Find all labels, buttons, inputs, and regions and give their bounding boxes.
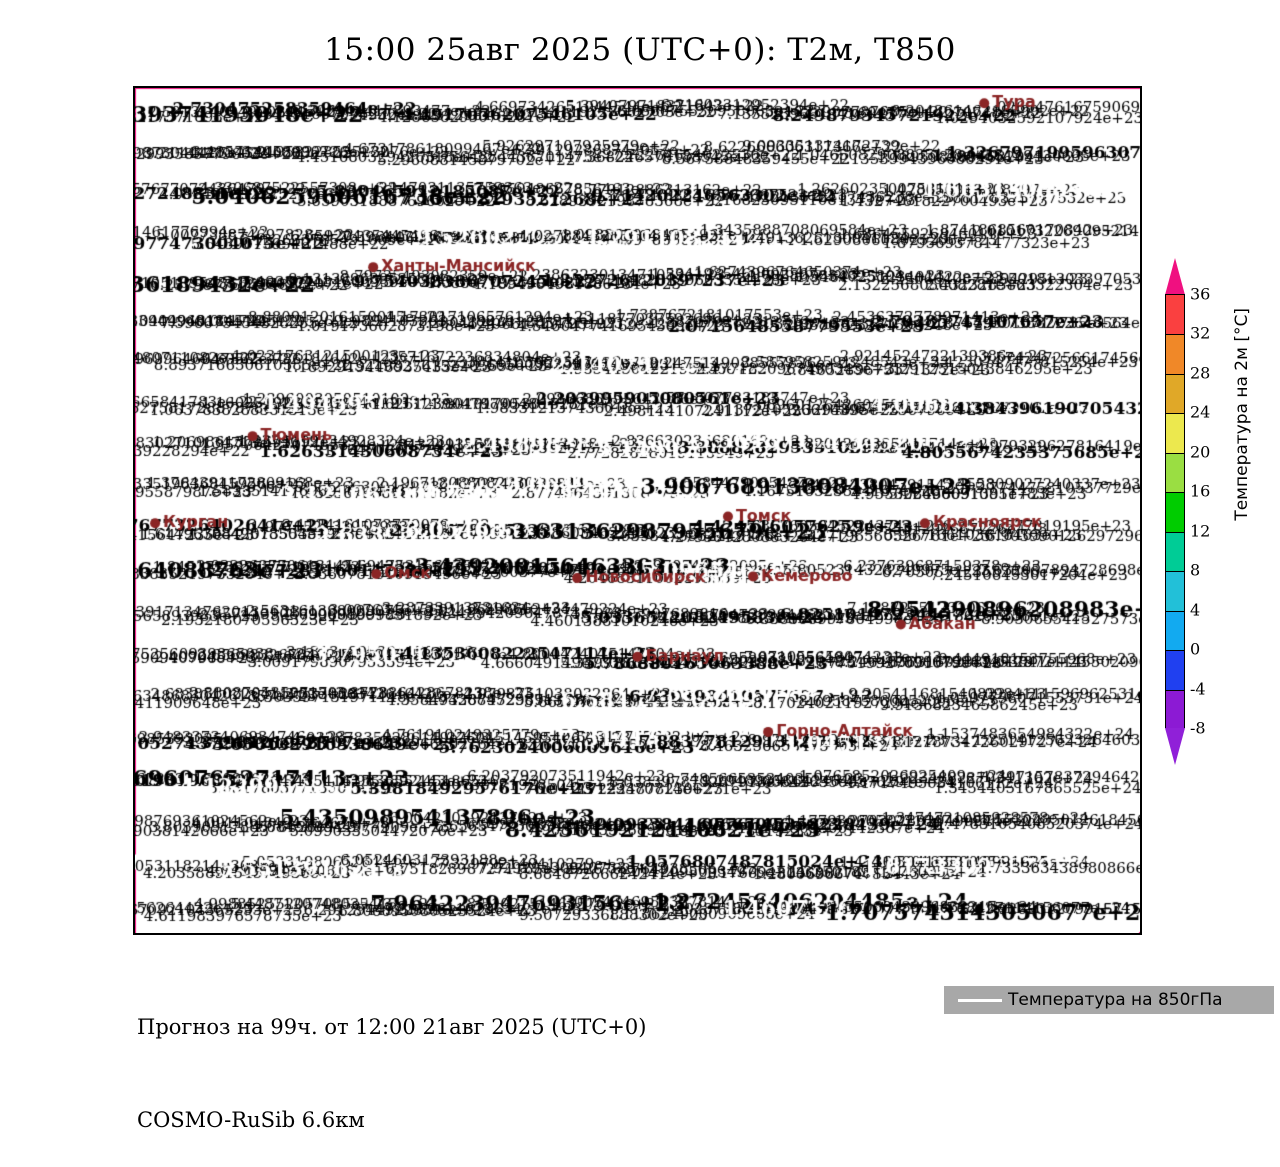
page-title: 15:00 25авг 2025 (UTC+0): T2м, T850: [324, 32, 956, 68]
forecast-footer: Прогноз на 99ч. от 12:00 21авг 2025 (UTC…: [137, 950, 646, 1167]
footer-forecast-line: Прогноз на 99ч. от 12:00 21авг 2025 (UTC…: [137, 1015, 647, 1039]
colorbar-tick-20: 20: [1190, 442, 1211, 462]
colorbar-tick--4: -4: [1190, 679, 1206, 699]
colorbar: 36 32 28 24 20 16 12 8 4 0 -4 -8 Температура на 2м …: [1160, 258, 1280, 768]
colorbar-band-4-8: [1166, 571, 1184, 612]
legend-850hpa: Температура на 850гПа: [944, 986, 1274, 1014]
legend-850hpa-label: Температура на 850гПа: [1008, 990, 1223, 1010]
colorbar-axis-label: Температура на 2м [°C]: [1232, 308, 1252, 521]
colorbar-under-arrow: [1165, 728, 1185, 765]
legend-850hpa-line-swatch: [958, 998, 1002, 1002]
colorbar-tick-32: 32: [1190, 323, 1211, 343]
colorbar-band-0-4: [1166, 610, 1184, 652]
colorbar-bands: [1165, 294, 1185, 730]
colorbar-tick-36: 36: [1190, 284, 1211, 304]
colorbar-tick-16: 16: [1190, 481, 1211, 501]
colorbar-band-20-24: [1166, 413, 1184, 454]
colorbar-band-12-16: [1166, 492, 1184, 533]
colorbar-band-8-12: [1166, 531, 1184, 573]
colorbar-tick--8: -8: [1190, 718, 1206, 738]
colorbar-over-arrow: [1165, 258, 1185, 295]
colorbar-tick-12: 12: [1190, 521, 1211, 541]
colorbar-band-16-20: [1166, 452, 1184, 494]
colorbar-tick-24: 24: [1190, 402, 1211, 422]
colorbar-band-24-28: [1166, 373, 1184, 415]
colorbar-band-28-32: [1166, 334, 1184, 375]
footer-model-line: COSMO-RuSib 6.6км: [137, 1108, 365, 1132]
colorbar-tick-8: 8: [1190, 560, 1201, 580]
colorbar-tick-0: 0: [1190, 639, 1201, 659]
colorbar-band--4-0: [1166, 650, 1184, 691]
colorbar-band-32-36: [1166, 295, 1184, 335]
temperature-field-canvas: [135, 88, 1140, 933]
temperature-map[interactable]: [133, 86, 1142, 935]
colorbar-band--8--4: [1166, 689, 1184, 730]
colorbar-tick-28: 28: [1190, 363, 1211, 383]
colorbar-tick-4: 4: [1190, 600, 1201, 620]
